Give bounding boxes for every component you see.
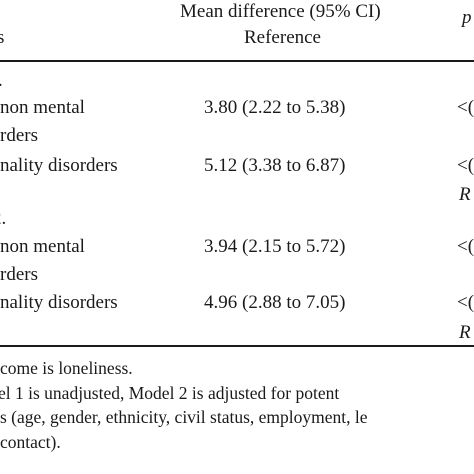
footnote-line-3: s (age, gender, ethnicity, civil status,… — [0, 407, 368, 427]
reference-value: Reference — [244, 27, 321, 48]
section-1-row-2-p: <( — [457, 155, 474, 176]
section-1-row-1-p: <( — [457, 97, 474, 118]
section-1-row-1-value: 3.80 (2.22 to 5.38) — [204, 97, 346, 118]
section-2-row-1-p: <( — [457, 236, 474, 257]
section-2-label: 2. — [0, 208, 7, 229]
section-2-row-2-p: <( — [457, 292, 474, 313]
section-1-row-1-label-line1: non mental — [0, 97, 85, 118]
footnote-line-2: el 1 is unadjusted, Model 2 is adjusted … — [0, 383, 340, 403]
section-1-label: . — [0, 71, 3, 90]
section-1-row-2-p-line2: R — [459, 184, 471, 205]
section-1-row-2-label: nality disorders — [0, 155, 118, 176]
section-1-row-2-value: 5.12 (3.38 to 6.87) — [204, 155, 346, 176]
footnote-line-1: come is loneliness. — [0, 358, 133, 378]
section-2-row-2-label: nality disorders — [0, 292, 118, 313]
section-2-row-1-label-line2: rders — [0, 264, 38, 285]
bottom-rule — [0, 345, 474, 347]
section-1-row-1-label-line2: rders — [0, 125, 38, 146]
header-col3-label: p — [462, 7, 472, 28]
section-2-row-2-p-line2: R — [459, 322, 471, 343]
header-rule — [0, 60, 474, 62]
footnote-line-4: contact). — [0, 432, 61, 452]
section-2-row-2-value: 4.96 (2.88 to 7.05) — [204, 292, 346, 313]
section-2-row-1-label-line1: non mental — [0, 236, 85, 257]
header-col1-label: s — [0, 27, 5, 48]
header-col2-label: Mean difference (95% CI) — [180, 1, 381, 22]
section-2-row-1-value: 3.94 (2.15 to 5.72) — [204, 236, 346, 257]
